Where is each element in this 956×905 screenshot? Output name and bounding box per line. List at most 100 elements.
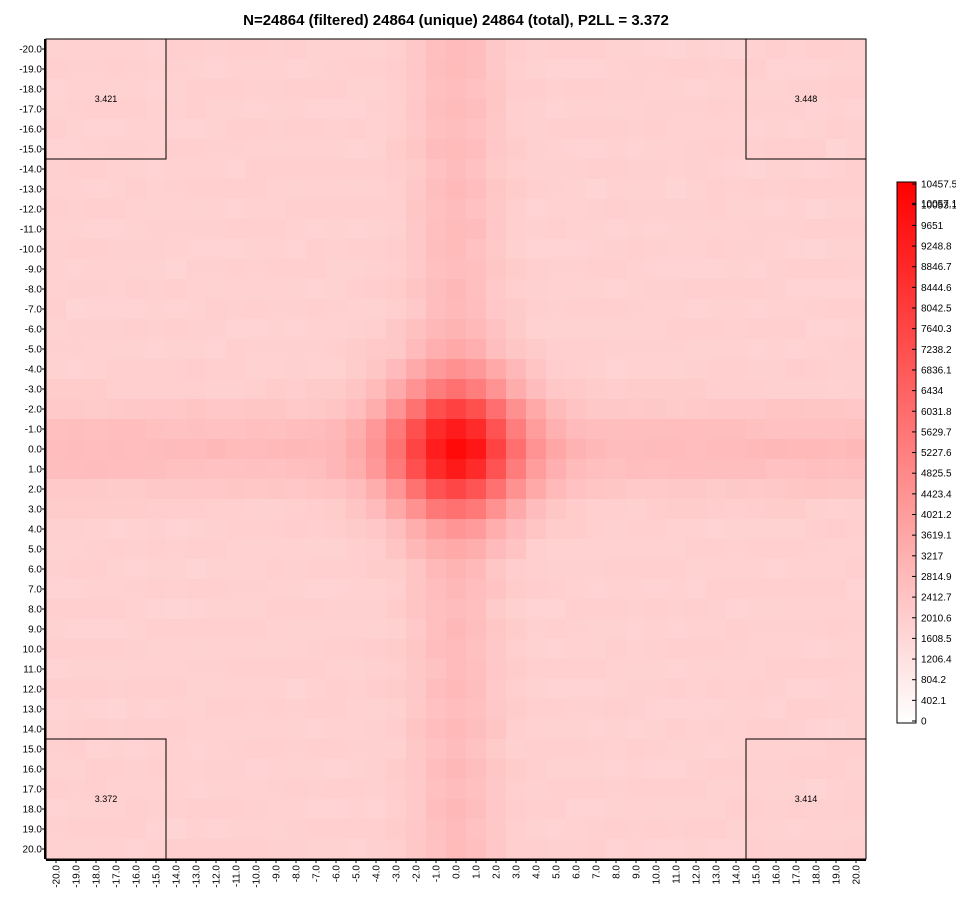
heatmap-cell [66, 379, 87, 400]
heatmap-cell [446, 619, 467, 640]
y-tick-label: -7.0 [25, 305, 43, 316]
heatmap-cell [406, 519, 427, 540]
heatmap-cell [386, 539, 407, 560]
heatmap-cell [146, 779, 167, 800]
heatmap-cell [606, 679, 627, 700]
heatmap-cell [386, 159, 407, 180]
y-tick-label: -2.0 [25, 405, 43, 416]
heatmap-cell [86, 39, 107, 60]
heatmap-cell [66, 699, 87, 720]
heatmap-cell [786, 239, 807, 260]
heatmap-cell [546, 739, 567, 760]
heatmap-cell [726, 599, 747, 620]
y-tick-label: 18.0 [23, 805, 43, 816]
heatmap-cell [586, 339, 607, 360]
heatmap-cell [266, 519, 287, 540]
heatmap-cell [406, 339, 427, 360]
heatmap-cell [326, 639, 347, 660]
heatmap-cell [86, 479, 107, 500]
heatmap-cell [166, 739, 187, 760]
heatmap-cell [106, 679, 127, 700]
heatmap-cell [306, 559, 327, 580]
heatmap-cell [526, 119, 547, 140]
heatmap-cell [386, 339, 407, 360]
heatmap-cell [306, 519, 327, 540]
heatmap-cell [566, 419, 587, 440]
heatmap-cell [346, 219, 367, 240]
heatmap-cell [226, 459, 247, 480]
heatmap-cell [806, 599, 827, 620]
heatmap-cell [66, 159, 87, 180]
heatmap-cell [566, 319, 587, 340]
heatmap-cell [426, 639, 447, 660]
heatmap-cell [226, 579, 247, 600]
heatmap-cell [186, 359, 207, 380]
heatmap-cell [186, 319, 207, 340]
heatmap-cell [106, 259, 127, 280]
heatmap-cell [686, 399, 707, 420]
heatmap-cell [466, 319, 487, 340]
heatmap-cell [706, 339, 727, 360]
heatmap-cell [726, 239, 747, 260]
heatmap-cell [606, 619, 627, 640]
y-tick-label: 20.0 [23, 845, 43, 856]
heatmap-cell [526, 759, 547, 780]
heatmap-cell [366, 699, 387, 720]
heatmap-cell [426, 299, 447, 320]
heatmap-cell [846, 139, 867, 160]
heatmap-cell [626, 599, 647, 620]
heatmap-cell [266, 779, 287, 800]
heatmap-cell [246, 619, 267, 640]
heatmap-cell [126, 679, 147, 700]
heatmap-cell [546, 299, 567, 320]
x-tick-label: 9.0 [632, 865, 643, 879]
heatmap-cell [786, 659, 807, 680]
heatmap-cell [226, 719, 247, 740]
heatmap-cell [406, 119, 427, 140]
heatmap-cell [466, 59, 487, 80]
heatmap-cell [406, 659, 427, 680]
heatmap-cell [146, 159, 167, 180]
colorbar-tick-label: 1608.5 [921, 634, 952, 645]
heatmap-cell [306, 719, 327, 740]
heatmap-cell [566, 479, 587, 500]
heatmap-cell [326, 139, 347, 160]
heatmap-cell [426, 579, 447, 600]
heatmap-cell [146, 759, 167, 780]
heatmap-cell [346, 759, 367, 780]
heatmap-cell [646, 679, 667, 700]
heatmap-cell [366, 759, 387, 780]
heatmap-cell [526, 459, 547, 480]
heatmap-cell [46, 819, 67, 840]
heatmap-cell [586, 419, 607, 440]
heatmap-cell [146, 359, 167, 380]
heatmap-cell [486, 439, 507, 460]
heatmap-cell [786, 299, 807, 320]
heatmap-cell [466, 99, 487, 120]
heatmap-cell [446, 479, 467, 500]
heatmap-cell [86, 359, 107, 380]
heatmap-cell [206, 159, 227, 180]
heatmap-cell [386, 839, 407, 860]
heatmap-cell [106, 239, 127, 260]
heatmap-cell [846, 699, 867, 720]
heatmap-cell [186, 619, 207, 640]
heatmap-cell [406, 159, 427, 180]
heatmap-cell [506, 559, 527, 580]
heatmap-cell [826, 59, 847, 80]
heatmap-cell [306, 639, 327, 660]
heatmap-cell [666, 539, 687, 560]
heatmap-cell [246, 519, 267, 540]
heatmap-cell [586, 679, 607, 700]
heatmap-cell [746, 99, 767, 120]
heatmap-cell [726, 179, 747, 200]
heatmap-cell [426, 559, 447, 580]
heatmap-cell [166, 299, 187, 320]
heatmap-cell [506, 379, 527, 400]
heatmap-cell [206, 539, 227, 560]
heatmap-cell [466, 119, 487, 140]
y-tick-label: -6.0 [25, 325, 43, 336]
heatmap-cell [546, 39, 567, 60]
heatmap-cell [486, 199, 507, 220]
